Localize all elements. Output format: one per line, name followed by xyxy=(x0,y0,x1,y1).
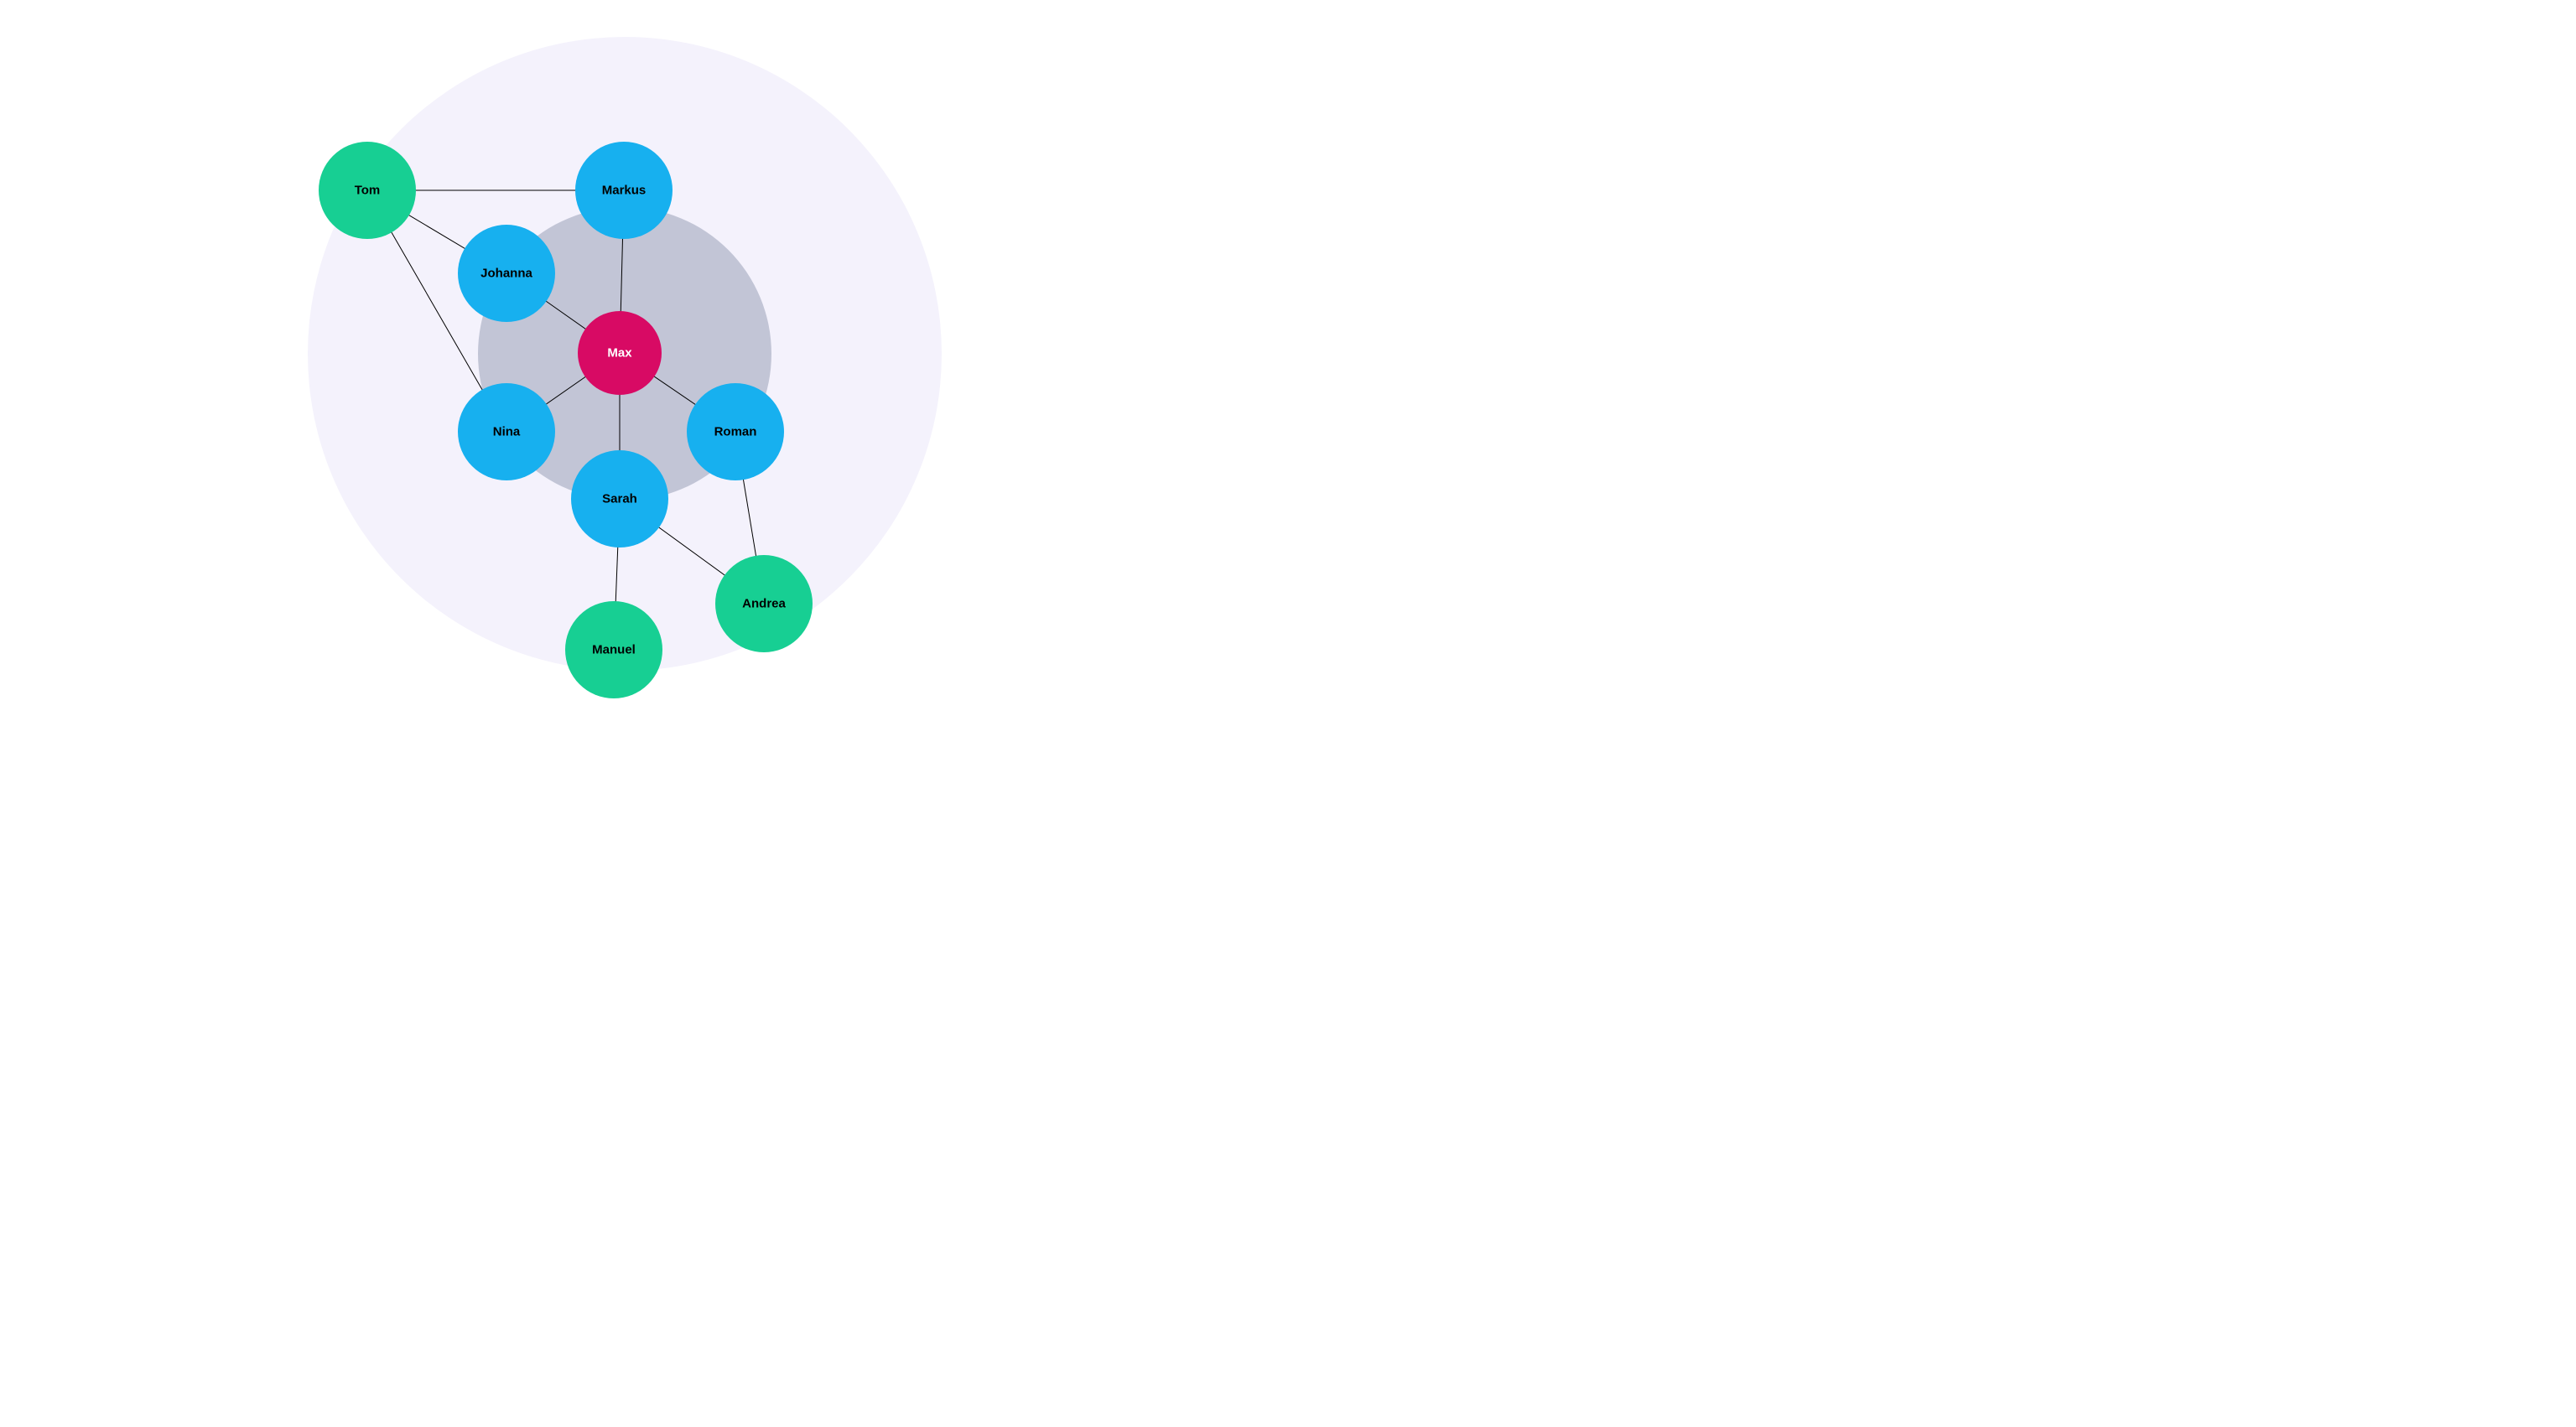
node-manuel[interactable]: Manuel xyxy=(565,601,662,698)
node-max-label: Max xyxy=(607,346,632,361)
node-andrea-label: Andrea xyxy=(742,597,786,611)
node-sarah-label: Sarah xyxy=(602,492,637,506)
node-johanna-label: Johanna xyxy=(480,267,532,281)
node-roman-label: Roman xyxy=(714,425,757,439)
network-diagram: Max Markus Johanna Roman Nina Sarah Tom Manuel A… xyxy=(0,0,1288,714)
node-markus[interactable]: Markus xyxy=(575,142,673,239)
node-johanna[interactable]: Johanna xyxy=(458,225,555,322)
node-markus-label: Markus xyxy=(602,184,647,198)
node-nina[interactable]: Nina xyxy=(458,383,555,480)
node-roman[interactable]: Roman xyxy=(687,383,784,480)
node-max[interactable]: Max xyxy=(578,311,662,395)
node-tom[interactable]: Tom xyxy=(319,142,416,239)
node-tom-label: Tom xyxy=(355,184,381,198)
node-manuel-label: Manuel xyxy=(592,643,636,657)
node-andrea[interactable]: Andrea xyxy=(715,555,813,652)
node-nina-label: Nina xyxy=(493,425,521,439)
node-sarah[interactable]: Sarah xyxy=(571,450,668,547)
